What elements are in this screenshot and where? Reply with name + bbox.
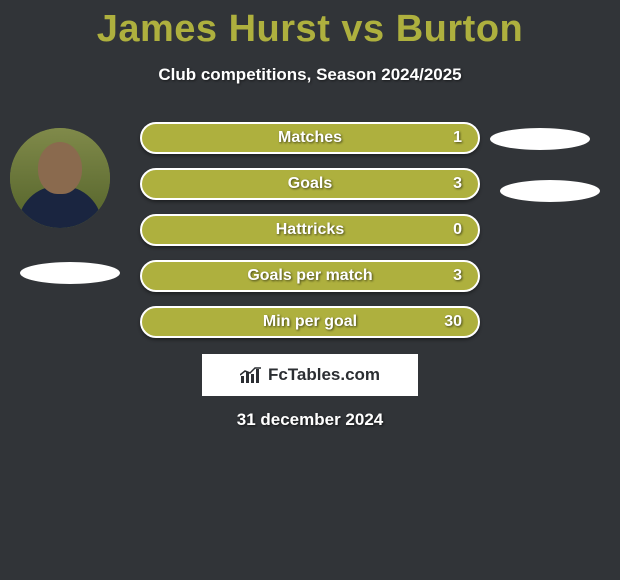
- bar-chart-icon: [240, 366, 262, 384]
- stat-bar: Goals per match 3: [140, 260, 480, 292]
- stat-bar-value: 3: [453, 175, 462, 193]
- stat-bar-label: Min per goal: [142, 313, 478, 331]
- brand-badge: FcTables.com: [202, 354, 418, 396]
- stat-bar-value: 0: [453, 221, 462, 239]
- stat-bars: Matches 1 Goals 3 Hattricks 0 Goals per …: [140, 122, 480, 352]
- stat-bar-label: Goals per match: [142, 267, 478, 285]
- placeholder-oval-right-1: [490, 128, 590, 150]
- page-subtitle: Club competitions, Season 2024/2025: [0, 65, 620, 85]
- stat-bar-value: 30: [444, 313, 462, 331]
- stat-bar-value: 1: [453, 129, 462, 147]
- stat-bar-label: Matches: [142, 129, 478, 147]
- placeholder-oval-left: [20, 262, 120, 284]
- stat-bar-label: Hattricks: [142, 221, 478, 239]
- stat-bar-label: Goals: [142, 175, 478, 193]
- date-text: 31 december 2024: [0, 410, 620, 430]
- placeholder-oval-right-2: [500, 180, 600, 202]
- brand-text: FcTables.com: [268, 365, 380, 385]
- page-title: James Hurst vs Burton: [0, 0, 620, 51]
- comparison-card: James Hurst vs Burton Club competitions,…: [0, 0, 620, 580]
- stat-bar: Min per goal 30: [140, 306, 480, 338]
- stat-bar: Goals 3: [140, 168, 480, 200]
- player-avatar: [10, 128, 110, 228]
- stat-bar: Matches 1: [140, 122, 480, 154]
- stat-bar: Hattricks 0: [140, 214, 480, 246]
- stat-bar-value: 3: [453, 267, 462, 285]
